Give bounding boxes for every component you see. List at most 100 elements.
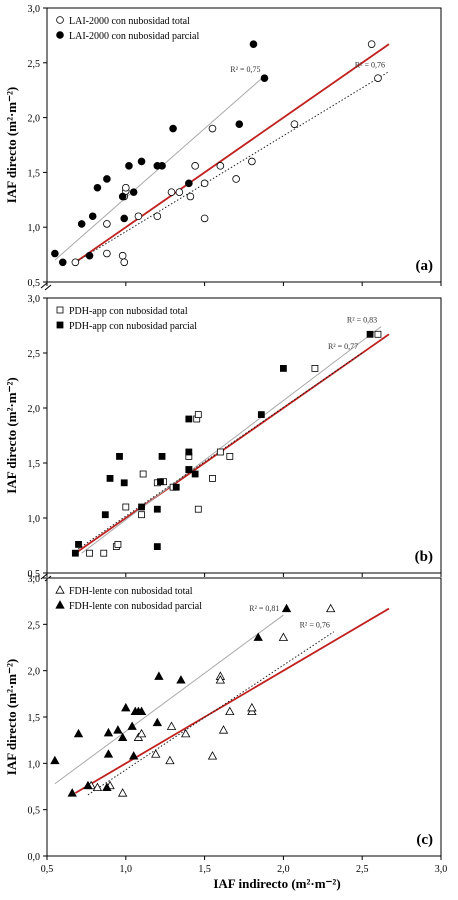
data-point bbox=[103, 727, 114, 737]
panel-label: (a) bbox=[416, 258, 434, 274]
data-point bbox=[185, 415, 193, 423]
data-point bbox=[279, 364, 287, 372]
data-point bbox=[153, 505, 161, 513]
y-tick-label: 0,5 bbox=[28, 806, 41, 817]
data-point bbox=[71, 258, 80, 267]
x-axis-label: IAF indirecto (m²·m⁻²) bbox=[213, 876, 340, 891]
data-point bbox=[172, 483, 180, 491]
data-point bbox=[113, 725, 123, 734]
data-point bbox=[166, 721, 177, 730]
data-point bbox=[50, 755, 60, 765]
data-point bbox=[366, 330, 374, 338]
data-point bbox=[326, 603, 336, 613]
data-point bbox=[191, 162, 199, 170]
data-point bbox=[290, 120, 299, 128]
data-point bbox=[58, 258, 67, 267]
chart-panel-2: 0,5 1,0 1,5 2,0 2,5 3,0 IAF directo (m²·m⁻²) R²… bbox=[4, 294, 442, 582]
r-squared-label: R² = 0,81 bbox=[249, 604, 279, 613]
data-point bbox=[77, 220, 86, 228]
data-point bbox=[215, 675, 226, 684]
regression-line-fit-total bbox=[75, 71, 390, 263]
data-point bbox=[247, 702, 257, 712]
y-axis-label: IAF directo (m²·m⁻²) bbox=[4, 87, 19, 203]
data-point bbox=[138, 503, 145, 511]
data-point bbox=[88, 212, 97, 221]
reference-line-1to1 bbox=[74, 607, 390, 794]
data-point bbox=[55, 585, 65, 594]
x-tick-label: 2,5 bbox=[356, 864, 369, 875]
data-point bbox=[208, 124, 217, 133]
data-point bbox=[86, 549, 93, 557]
data-point bbox=[92, 782, 103, 792]
r-squared-label: R² = 0,76 bbox=[300, 621, 330, 630]
data-point bbox=[56, 16, 64, 24]
chart-panel-1: 0,5 1,0 1,5 2,0 2,5 3,0 IAF directo (m²·m⁻²) R²… bbox=[4, 4, 442, 291]
data-point bbox=[158, 452, 166, 460]
data-point bbox=[67, 788, 77, 797]
data-point bbox=[216, 162, 225, 170]
data-point bbox=[151, 749, 161, 758]
data-point bbox=[367, 40, 376, 48]
data-point bbox=[56, 321, 64, 329]
data-point bbox=[181, 728, 191, 738]
y-tick-label: 1,5 bbox=[28, 459, 41, 470]
data-point bbox=[186, 192, 195, 201]
data-point bbox=[191, 470, 199, 478]
data-point bbox=[185, 179, 193, 188]
reference-line-1to1 bbox=[74, 43, 390, 264]
data-point bbox=[218, 725, 229, 734]
data-point bbox=[209, 474, 216, 482]
y-tick-label: 1,0 bbox=[28, 514, 41, 525]
y-tick-label: 2,0 bbox=[28, 667, 41, 678]
data-point bbox=[55, 600, 65, 609]
x-tick-label: 0,5 bbox=[41, 864, 54, 875]
data-point bbox=[129, 188, 138, 196]
data-point bbox=[75, 541, 82, 548]
regression-line-fit-parcial bbox=[54, 614, 284, 785]
legend: FDH-lente con nubosidad total FDH-lente c… bbox=[55, 585, 202, 612]
series-2 bbox=[71, 330, 374, 557]
y-tick-label: 2,5 bbox=[28, 59, 41, 70]
data-point bbox=[374, 330, 382, 338]
x-tick-label: 1,0 bbox=[120, 864, 133, 875]
regression-line-fit-total bbox=[81, 326, 382, 554]
y-tick-label: 0,5 bbox=[28, 569, 41, 580]
data-point bbox=[56, 31, 64, 39]
data-point bbox=[103, 220, 111, 228]
y-axis-label: IAF directo (m²·m⁻²) bbox=[4, 377, 19, 493]
legend-label: PDH-app con nubosidad parcial bbox=[69, 321, 197, 332]
panel-label: (b) bbox=[415, 549, 433, 565]
data-point bbox=[137, 157, 146, 166]
data-point bbox=[120, 479, 128, 487]
data-point bbox=[125, 162, 133, 170]
data-point bbox=[157, 478, 164, 486]
regression-line-fit-total bbox=[87, 631, 335, 796]
data-point bbox=[114, 541, 122, 548]
r-squared-label: R² = 0,83 bbox=[347, 316, 377, 325]
data-point bbox=[103, 175, 111, 183]
data-point bbox=[102, 782, 112, 792]
data-point bbox=[136, 728, 147, 738]
data-point bbox=[248, 157, 256, 166]
data-point bbox=[176, 675, 186, 684]
data-point bbox=[121, 702, 131, 712]
data-point bbox=[129, 751, 139, 760]
data-point bbox=[257, 411, 265, 419]
legend-label: PDH-app con nubosidad total bbox=[69, 306, 188, 317]
data-point bbox=[139, 470, 147, 478]
legend: LAI-2000 con nubosidad total LAI-2000 con… bbox=[56, 16, 199, 42]
y-tick-label: 2,5 bbox=[28, 620, 41, 631]
data-point bbox=[200, 214, 209, 223]
r-squared-label: R² = 0,76 bbox=[355, 61, 385, 70]
data-point bbox=[225, 706, 235, 716]
r-squared-label: R² = 0,77 bbox=[328, 342, 358, 351]
x-tick-label: 3,0 bbox=[435, 864, 448, 875]
data-point bbox=[103, 749, 114, 758]
y-axis-label: IAF directo (m²·m⁻²) bbox=[4, 659, 19, 775]
legend: PDH-app con nubosidad total PDH-app con n… bbox=[56, 306, 197, 332]
y-tick-label: 3,0 bbox=[28, 574, 41, 585]
y-tick-label: 0,0 bbox=[28, 852, 41, 863]
data-point bbox=[175, 188, 184, 196]
data-point bbox=[158, 162, 166, 170]
